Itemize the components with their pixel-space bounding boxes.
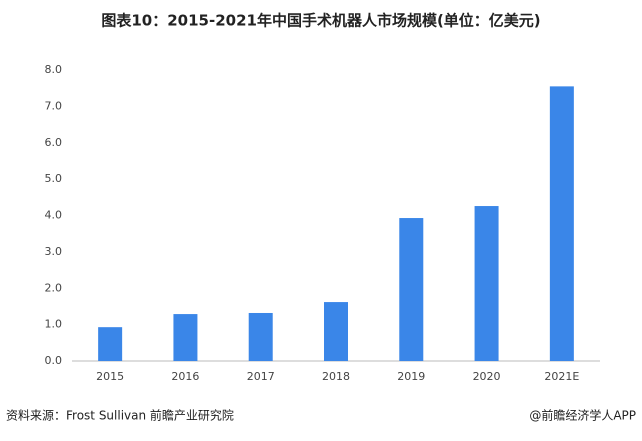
x-tick-label: 2015: [96, 370, 124, 383]
bar: [399, 218, 424, 361]
bar: [324, 302, 348, 361]
bar: [248, 312, 273, 361]
chart-title: 图表10：2015-2021年中国手术机器人市场规模(单位：亿美元): [101, 12, 540, 30]
x-tick-label: 2018: [322, 370, 350, 383]
y-tick-label: 7.0: [45, 99, 63, 112]
bar: [474, 206, 499, 361]
x-tick-label: 2020: [473, 370, 501, 383]
x-tick-label: 2021E: [544, 370, 579, 383]
x-tick-label: 2016: [171, 370, 199, 383]
y-tick-label: 4.0: [45, 209, 63, 222]
y-tick-label: 0.0: [45, 354, 63, 367]
y-tick-label: 3.0: [45, 245, 63, 258]
bar: [98, 327, 123, 361]
x-tick-label: 2019: [397, 370, 425, 383]
credit: @前瞻经济学人APP: [529, 408, 636, 423]
bar: [173, 314, 198, 361]
y-tick-label: 8.0: [45, 63, 63, 76]
y-tick-label: 2.0: [45, 281, 63, 294]
bar: [549, 86, 574, 362]
y-tick-label: 5.0: [45, 172, 63, 185]
y-tick-label: 6.0: [45, 136, 63, 149]
x-tick-label: 2017: [247, 370, 275, 383]
y-tick-label: 1.0: [45, 318, 63, 331]
source: 资料来源：Frost Sullivan 前瞻产业研究院: [6, 408, 234, 423]
